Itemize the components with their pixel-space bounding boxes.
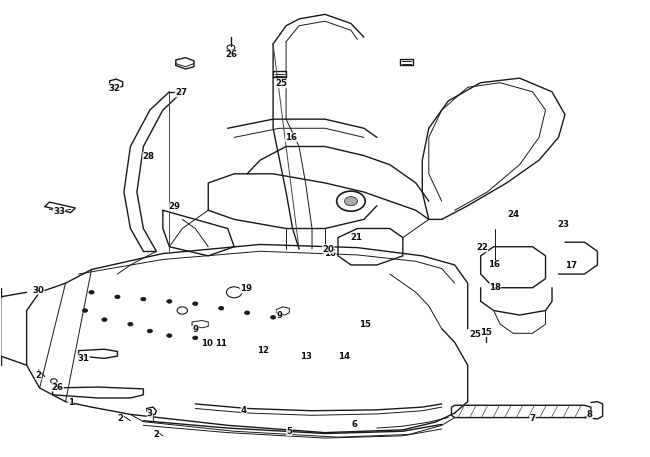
Text: 27: 27 <box>175 88 187 97</box>
Circle shape <box>115 295 120 299</box>
Text: 33: 33 <box>53 207 65 216</box>
Text: 24: 24 <box>507 210 519 219</box>
Text: 4: 4 <box>241 406 247 415</box>
Text: 2: 2 <box>118 414 124 424</box>
Text: 8: 8 <box>587 410 593 419</box>
Text: 25: 25 <box>275 79 287 88</box>
Text: 31: 31 <box>78 354 90 363</box>
Text: 16: 16 <box>488 260 500 270</box>
Text: 2: 2 <box>35 371 42 380</box>
Text: 23: 23 <box>558 220 569 229</box>
Text: 17: 17 <box>566 261 578 271</box>
Text: 30: 30 <box>32 286 44 294</box>
Text: 18: 18 <box>489 283 501 292</box>
Text: 25: 25 <box>469 329 482 339</box>
Circle shape <box>218 306 224 310</box>
Text: 32: 32 <box>108 84 120 93</box>
Circle shape <box>244 311 250 314</box>
Text: 26: 26 <box>52 383 64 392</box>
Text: 14: 14 <box>339 352 350 361</box>
Text: 11: 11 <box>215 339 227 348</box>
Text: 10: 10 <box>201 339 213 348</box>
Text: 28: 28 <box>142 152 155 161</box>
Circle shape <box>102 318 107 321</box>
Text: 26: 26 <box>225 50 237 59</box>
Text: 1: 1 <box>68 398 73 407</box>
Circle shape <box>167 334 172 337</box>
Text: 9: 9 <box>192 325 198 334</box>
Circle shape <box>141 298 146 301</box>
Circle shape <box>192 336 198 340</box>
Text: 6: 6 <box>351 420 358 429</box>
Text: 22: 22 <box>476 243 488 252</box>
Text: 16: 16 <box>324 249 336 258</box>
Circle shape <box>128 322 133 326</box>
Circle shape <box>270 315 276 319</box>
Text: 20: 20 <box>322 244 334 254</box>
Text: 7: 7 <box>530 414 536 424</box>
Text: 19: 19 <box>240 284 252 293</box>
Text: 13: 13 <box>300 352 311 361</box>
Text: 9: 9 <box>277 311 283 319</box>
Circle shape <box>167 300 172 303</box>
Text: 21: 21 <box>350 233 362 242</box>
Circle shape <box>344 197 358 206</box>
Text: 16: 16 <box>285 133 297 142</box>
Text: 5: 5 <box>287 427 292 436</box>
Text: 15: 15 <box>480 328 492 337</box>
Text: 12: 12 <box>257 346 269 355</box>
Text: 15: 15 <box>359 320 371 329</box>
Circle shape <box>148 329 153 333</box>
Text: 3: 3 <box>147 409 153 419</box>
Circle shape <box>89 291 94 294</box>
Text: 29: 29 <box>168 202 181 211</box>
Circle shape <box>192 302 198 305</box>
Text: 2: 2 <box>153 430 159 439</box>
Circle shape <box>83 308 88 312</box>
